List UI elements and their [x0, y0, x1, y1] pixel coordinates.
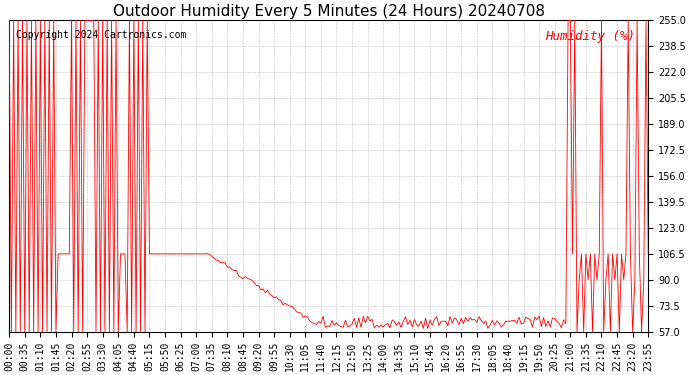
Text: Copyright 2024 Cartronics.com: Copyright 2024 Cartronics.com: [16, 30, 186, 40]
Title: Outdoor Humidity Every 5 Minutes (24 Hours) 20240708: Outdoor Humidity Every 5 Minutes (24 Hou…: [112, 4, 544, 19]
Text: Humidity (%): Humidity (%): [546, 30, 635, 43]
